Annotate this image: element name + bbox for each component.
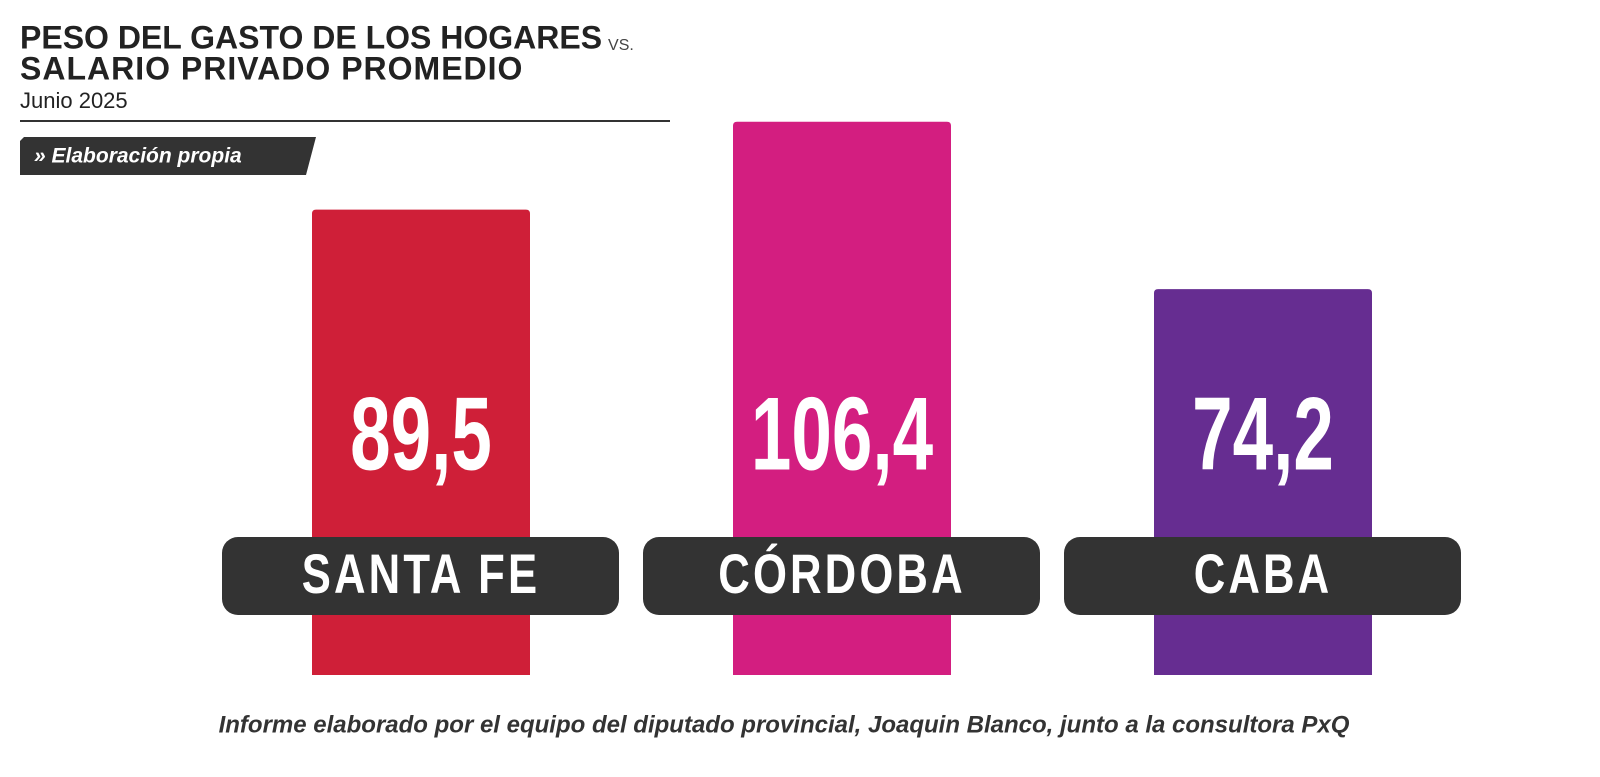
value-label: 89,5 [350, 377, 492, 493]
source-tag [20, 137, 316, 175]
footnote: Informe elaborado por el equipo del dipu… [219, 711, 1350, 738]
chart-title-line2: SALARIO PRIVADO PROMEDIO [20, 50, 523, 86]
chart-subtitle: Junio 2025 [20, 88, 128, 113]
category-pill [643, 537, 1040, 615]
value-label: 74,2 [1192, 377, 1334, 493]
category-label: CÓRDOBA [718, 543, 965, 605]
category-pill [1064, 537, 1461, 615]
bar [733, 121, 951, 676]
title-connector: VS. [608, 37, 634, 54]
category-label: SANTA FE [302, 543, 540, 605]
value-label: 106,4 [751, 377, 933, 493]
chart-title: PESO DEL GASTO DE LOS HOGARES [20, 19, 602, 55]
source: » Elaboración propia [34, 145, 242, 168]
category-label: CABA [1194, 543, 1333, 605]
category-pill [222, 537, 619, 615]
